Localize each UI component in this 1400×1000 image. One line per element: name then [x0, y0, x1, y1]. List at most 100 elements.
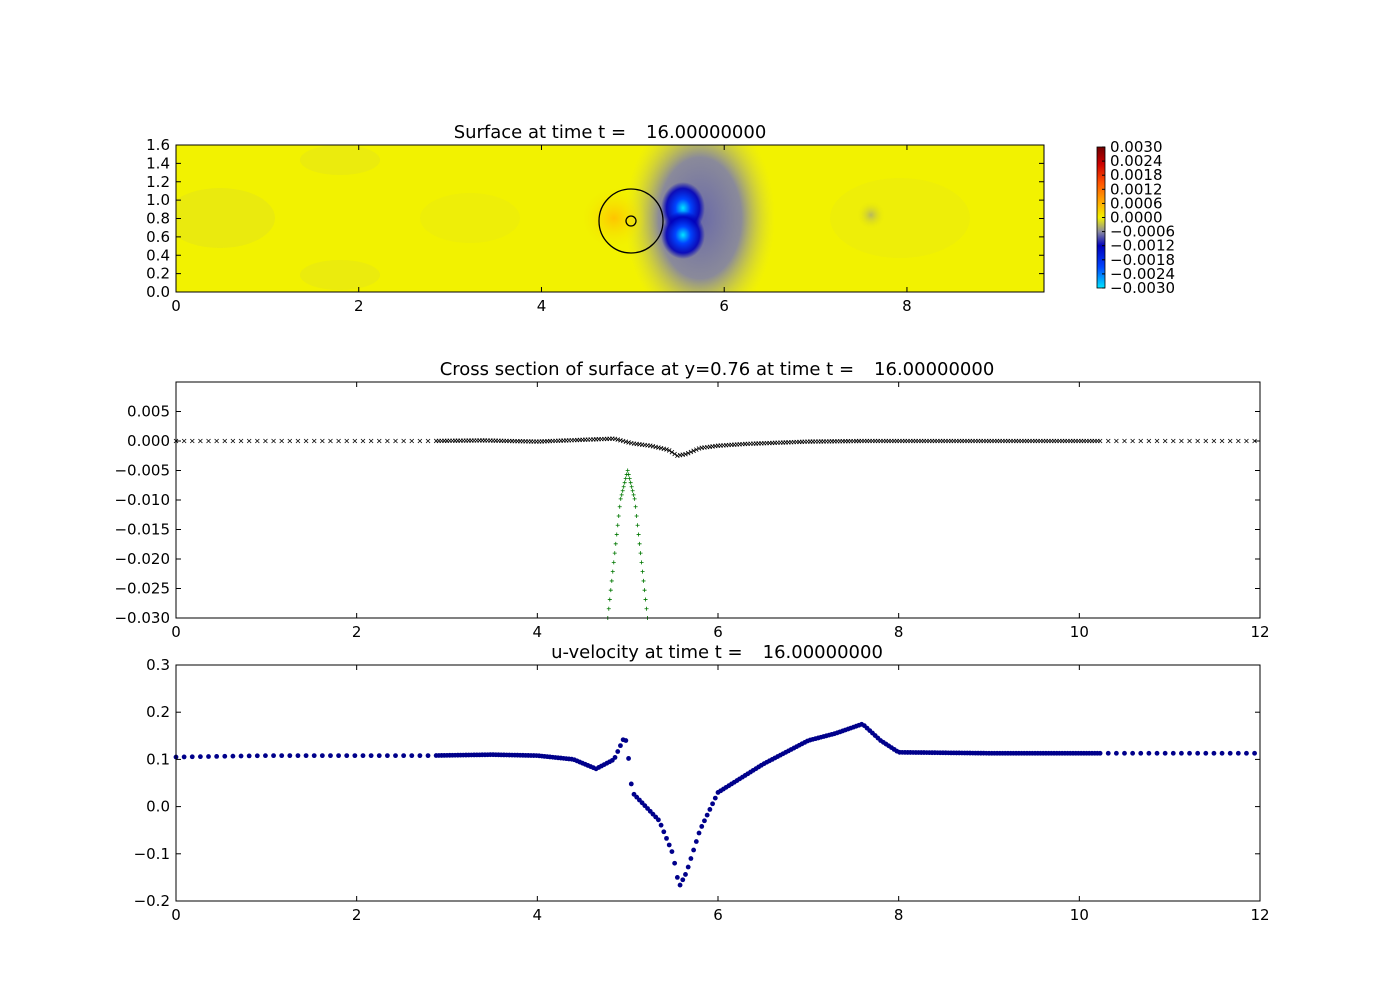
surface-marker	[623, 439, 629, 444]
surface-marker	[1236, 438, 1241, 444]
velocity-point	[685, 864, 691, 870]
u-velocity-series	[173, 721, 1257, 888]
surface-marker	[694, 447, 699, 452]
velocity-point	[628, 781, 634, 787]
surface-marker	[198, 438, 203, 444]
bottom-marker	[638, 551, 643, 556]
surface-marker	[393, 438, 398, 444]
surface-marker	[360, 438, 366, 444]
surface-marker	[1252, 438, 1257, 444]
bottom-marker	[616, 514, 621, 519]
bottom-marker	[629, 484, 634, 489]
surface-marker	[683, 451, 688, 457]
surface-field	[176, 145, 1044, 292]
velocity-point	[1154, 750, 1160, 756]
velocity-point	[655, 817, 661, 823]
y-tick-label: 0.6	[146, 228, 170, 246]
velocity-point	[189, 754, 195, 760]
bottom-marker	[637, 541, 642, 546]
bottom-marker	[631, 492, 636, 497]
velocity-point	[712, 795, 718, 801]
surface-marker	[1105, 438, 1111, 444]
surface-marker	[320, 438, 325, 444]
surface-marker	[425, 438, 431, 444]
velocity-point	[674, 875, 680, 880]
y-tick-label: −0.015	[114, 521, 170, 539]
velocity-point	[612, 755, 618, 760]
y-tick-label: 0.0	[146, 283, 170, 301]
x-tick-label: 2	[354, 297, 364, 315]
surface-marker	[612, 436, 618, 442]
velocity-point	[311, 753, 317, 759]
x-tick-label: 8	[894, 623, 904, 641]
velocity-point	[1227, 750, 1233, 756]
velocity-point	[417, 753, 423, 759]
x-tick-label: 2	[352, 623, 362, 641]
surface-marker	[303, 438, 309, 444]
velocity-point	[1252, 750, 1257, 756]
surface-marker	[368, 438, 374, 444]
surface-marker	[189, 438, 195, 444]
velocity-point	[384, 753, 390, 759]
bottom-marker	[610, 569, 615, 574]
surface-marker	[1211, 438, 1217, 444]
surface-marker	[279, 438, 284, 444]
y-tick-label: 0.1	[146, 750, 170, 768]
surface-marker	[352, 438, 358, 444]
velocity-point	[222, 753, 228, 759]
surface-marker	[311, 438, 317, 444]
cross-section-axis-ticks: 0 2 4 6 8 10 12 0.005 0.000 −0.005 −0.010 −0.015 −0.…	[114, 382, 1270, 641]
velocity-point	[672, 860, 678, 866]
bottom-marker	[640, 569, 645, 574]
cross-section-axes-frame	[175, 381, 1261, 619]
bottom-marker	[615, 523, 620, 528]
velocity-point	[1130, 750, 1136, 756]
surface-marker	[615, 437, 621, 442]
bottom-marker	[628, 480, 633, 485]
surface-marker	[1138, 438, 1144, 444]
surface-marker	[328, 438, 333, 444]
y-tick-label: −0.030	[114, 609, 170, 627]
surface-marker	[295, 438, 301, 444]
surface-marker	[1146, 438, 1152, 444]
bottom-marker	[622, 480, 627, 485]
bottom-marker	[614, 532, 619, 537]
y-tick-label: 0.8	[146, 210, 170, 228]
colorbar-tick-label: 0.0006	[1110, 194, 1163, 212]
surface-marker	[401, 438, 406, 444]
y-tick-label: 1.6	[146, 136, 170, 154]
velocity-point	[352, 753, 358, 759]
surface-marker	[376, 438, 382, 444]
bottom-marker	[636, 532, 641, 537]
velocity-point	[206, 754, 211, 759]
surface-marker	[417, 438, 423, 444]
surface-marker	[1170, 438, 1176, 444]
colorbar-tick-label: 0.0018	[1110, 166, 1163, 184]
y-tick-label: 0.2	[146, 703, 170, 721]
surface-marker	[691, 448, 696, 454]
y-tick-label: 1.2	[146, 173, 170, 191]
positive-blob	[582, 188, 646, 248]
surface-marker	[344, 438, 350, 444]
velocity-point	[1187, 750, 1192, 756]
surface-marker	[664, 447, 669, 452]
velocity-point	[1122, 750, 1127, 756]
velocity-point	[425, 753, 431, 759]
velocity-point	[303, 753, 309, 759]
x-tick-label: 6	[713, 906, 723, 924]
x-tick-label: 10	[1070, 623, 1089, 641]
surface-marker	[1097, 438, 1103, 444]
y-tick-label: 0.3	[146, 656, 170, 674]
velocity-point	[393, 753, 398, 759]
velocity-point	[409, 753, 415, 759]
velocity-point	[661, 829, 667, 835]
y-tick-label: 0.0	[146, 798, 170, 816]
surface-marker	[1227, 438, 1233, 444]
velocity-point	[1219, 750, 1225, 756]
surface-marker	[246, 438, 252, 444]
u-velocity-axis-ticks: 0 2 4 6 8 10 12 0.3 0.2 0.1 0.0 −0.1 −0.2	[134, 656, 1270, 924]
velocity-point	[704, 812, 710, 818]
bottom-marker	[620, 488, 625, 493]
surface-heatmap-panel: Surface at time t = 16.00000000 0 2 4 6 80.00…	[146, 122, 1175, 315]
surface-marker	[181, 438, 187, 444]
